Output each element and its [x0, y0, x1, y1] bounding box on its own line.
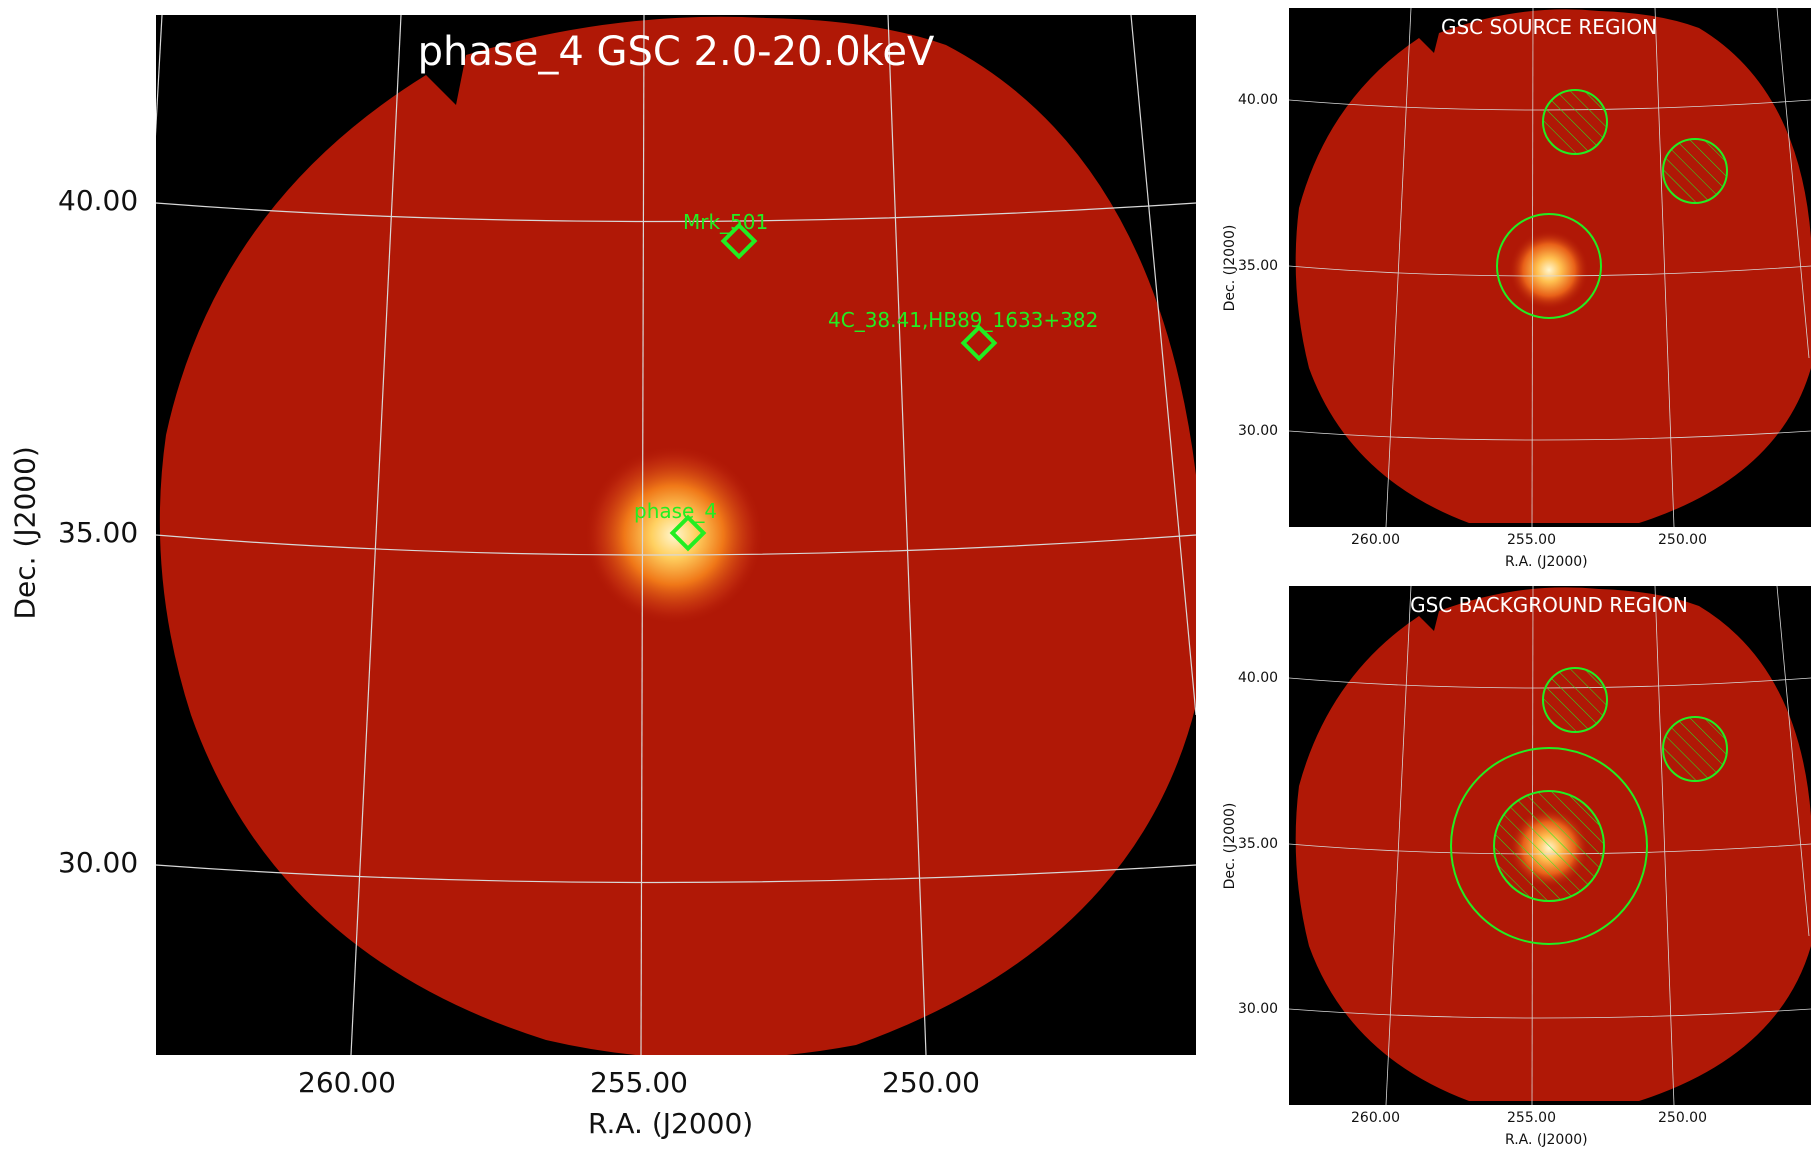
label-4c3841: 4C_38.41,HB89_1633+382 — [828, 308, 1098, 332]
bkg-dec-tick: 35.00 — [1238, 836, 1279, 852]
label-phase4: phase_4 — [634, 499, 717, 523]
bkg-dec-tick: 40.00 — [1238, 670, 1279, 686]
main-dec-tick: 30.00 — [58, 846, 139, 879]
bkg-ra-tick: 250.00 — [1658, 1110, 1707, 1126]
main-image-svg: Mrk_501 4C_38.41,HB89_1633+382 phase_4 p… — [156, 15, 1196, 1055]
marker-mrk501 — [720, 222, 758, 260]
marker-4c3841 — [960, 324, 998, 362]
bkg-ylabel: Dec. (J2000) — [1222, 802, 1238, 890]
src-ylabel: Dec. (J2000) — [1222, 224, 1238, 312]
exclusion-region — [1662, 716, 1728, 782]
main-dec-tick: 40.00 — [58, 184, 139, 217]
exclusion-region — [1542, 89, 1608, 155]
marker-phase4 — [669, 514, 707, 552]
src-xlabel: R.A. (J2000) — [1505, 554, 1588, 570]
exclusion-region — [1542, 667, 1608, 733]
label-mrk501: Mrk_501 — [683, 210, 768, 234]
source-region-title: GSC SOURCE REGION — [1441, 15, 1657, 39]
coordinate-grid — [1289, 8, 1811, 527]
main-xlabel: R.A. (J2000) — [588, 1107, 754, 1140]
background-region-svg: GSC BACKGROUND REGION — [1289, 586, 1811, 1105]
main-dec-tick: 35.00 — [58, 516, 139, 549]
coordinate-grid — [1289, 586, 1811, 1105]
main-image-panel[interactable]: Mrk_501 4C_38.41,HB89_1633+382 phase_4 p… — [156, 15, 1196, 1055]
main-ra-tick: 260.00 — [298, 1066, 396, 1099]
source-exclusion-circle — [1493, 790, 1605, 902]
src-ra-tick: 250.00 — [1658, 532, 1707, 548]
background-region-title: GSC BACKGROUND REGION — [1410, 593, 1688, 617]
main-ylabel: Dec. (J2000) — [8, 446, 42, 620]
source-region-panel[interactable]: GSC SOURCE REGION — [1289, 8, 1811, 527]
coordinate-grid — [156, 15, 1196, 1055]
src-ra-tick: 255.00 — [1507, 532, 1556, 548]
bkg-xlabel: R.A. (J2000) — [1505, 1132, 1588, 1148]
background-annulus-outer — [1450, 747, 1648, 945]
exclusion-region — [1662, 138, 1728, 204]
background-region-panel[interactable]: GSC BACKGROUND REGION — [1289, 586, 1811, 1105]
bkg-dec-tick: 30.00 — [1238, 1001, 1279, 1017]
src-ra-tick: 260.00 — [1351, 532, 1400, 548]
bkg-ra-tick: 255.00 — [1507, 1110, 1556, 1126]
source-region-circle — [1496, 213, 1602, 319]
src-dec-tick: 40.00 — [1238, 92, 1279, 108]
src-dec-tick: 30.00 — [1238, 423, 1279, 439]
src-dec-tick: 35.00 — [1238, 258, 1279, 274]
source-region-svg: GSC SOURCE REGION — [1289, 8, 1811, 527]
main-ra-tick: 255.00 — [590, 1066, 688, 1099]
bright-source-glow — [1509, 230, 1589, 310]
main-title: phase_4 GSC 2.0-20.0keV — [418, 29, 935, 75]
main-ra-tick: 250.00 — [882, 1066, 980, 1099]
bkg-ra-tick: 260.00 — [1351, 1110, 1400, 1126]
